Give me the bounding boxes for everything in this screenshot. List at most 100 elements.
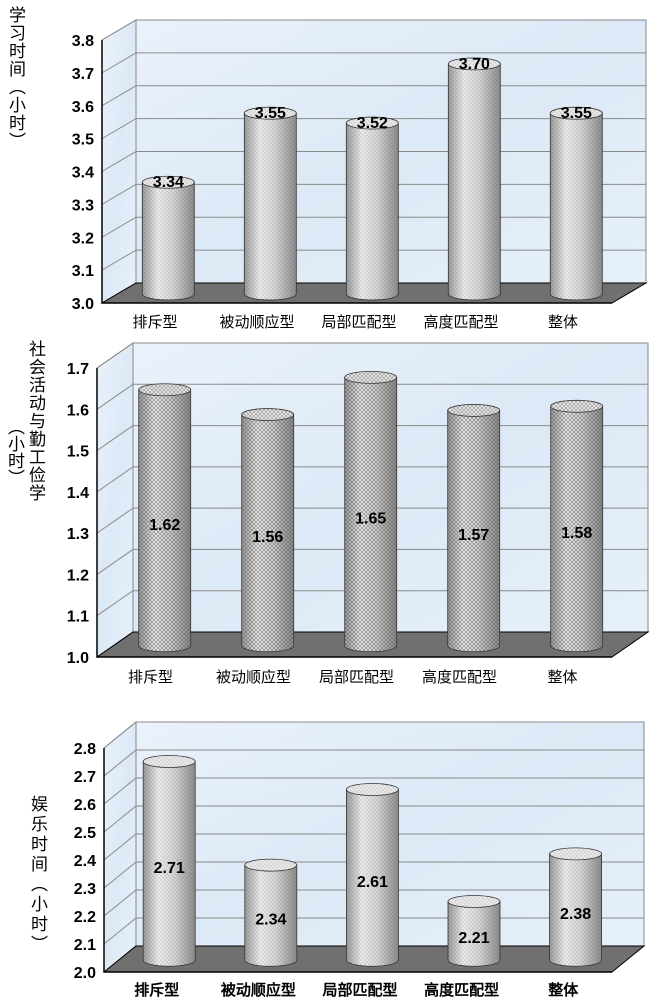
y-tick-label: 3.3 [72, 197, 94, 214]
bar [549, 847, 602, 967]
y-tick-label: 2.0 [74, 965, 96, 982]
y-tick-label: 2.5 [74, 825, 96, 842]
gridline [103, 721, 644, 749]
gridline [96, 383, 648, 410]
y-tick-label: 1.0 [67, 650, 89, 667]
data-label: 2.71 [154, 860, 185, 877]
bar-top-pattern [244, 107, 297, 120]
chart-canvas: 2.0 2.1 2.2 2.3 2.4 2.5 2.6 2.7 2.8 2.71 排斥型 2.34 被动… [74, 720, 646, 999]
y-axis-label: 娱乐时间（小时） [27, 795, 47, 955]
x-category-label: 排斥型 [134, 981, 179, 999]
y-tick-label: 1.5 [67, 444, 89, 461]
bar [241, 408, 295, 653]
bar-pattern [346, 123, 399, 300]
x-category-label: 被动顺应型 [216, 668, 291, 686]
data-label: 1.65 [355, 511, 386, 528]
x-category-label: 局部匹配型 [319, 668, 394, 686]
y-tick-label: 2.3 [74, 881, 96, 898]
bar-pattern [448, 901, 500, 967]
y-tick-label: 3.7 [72, 66, 94, 83]
bar-pattern [244, 865, 297, 967]
bar-top-pattern [138, 383, 191, 396]
gridline [103, 889, 644, 917]
data-label: 2.34 [255, 912, 286, 929]
bar [550, 399, 604, 653]
bar-pattern [549, 853, 602, 967]
bar-pattern [142, 182, 195, 300]
x-category-label: 局部匹配型 [321, 981, 397, 999]
data-label: 1.56 [252, 529, 283, 546]
chart-study-time: 学习时间（小时） 3.0 3.1 3.2 3.3 3.4 3.5 3.6 3.7 3.8 3.34… [0, 0, 652, 330]
y-tick-label: 1.4 [67, 485, 89, 502]
bar-pattern [138, 389, 191, 652]
bar [549, 106, 603, 301]
gridline [101, 19, 646, 41]
data-label: 2.38 [560, 906, 591, 923]
x-category-label: 高度匹配型 [423, 313, 498, 330]
bar [141, 175, 195, 301]
x-category-label: 高度匹配型 [424, 981, 499, 999]
bar [244, 858, 298, 967]
y-tick-label: 2.4 [74, 853, 96, 870]
y-tick-label: 2.8 [74, 741, 96, 758]
chart-canvas: 1.0 1.1 1.2 1.3 1.4 1.5 1.6 1.7 1.62 排斥型 1.56 被动顺应型… [67, 342, 650, 686]
gridline [103, 777, 644, 805]
bar [142, 755, 196, 967]
bar-top-pattern [241, 408, 294, 421]
x-category-label: 排斥型 [132, 313, 177, 330]
bar [345, 783, 399, 967]
bar-pattern [344, 377, 397, 652]
chart-canvas: 3.0 3.1 3.2 3.3 3.4 3.5 3.6 3.7 3.8 3.34 排斥型 3.55 被动… [72, 19, 648, 330]
x-category-label: 整体 [548, 981, 579, 999]
bar-top-pattern [550, 400, 603, 413]
y-axis-unit: （小时） [4, 418, 24, 486]
data-label: 1.57 [458, 527, 489, 544]
bar [447, 57, 501, 301]
bar-top-pattern [143, 755, 196, 768]
bar [447, 404, 501, 653]
gridline [103, 861, 644, 889]
y-axis-label: 社会活动与勤工俭学 [25, 340, 45, 502]
y-tick-label: 3.1 [72, 263, 94, 280]
bar-top-pattern [550, 107, 603, 120]
bar-pattern [550, 406, 603, 652]
y-tick-label: 1.1 [67, 609, 89, 626]
y-tick-label: 3.2 [72, 230, 94, 247]
bar [345, 116, 399, 301]
gridline [96, 342, 648, 369]
y-tick-label: 1.6 [67, 402, 89, 419]
y-tick-label: 2.2 [74, 909, 96, 926]
bar-pattern [550, 113, 603, 300]
chart-entertainment-time: 娱乐时间（小时） 2.0 2.1 2.2 2.3 2.4 2.5 2.6 2.7 2.8 2.71… [0, 695, 652, 1003]
bar [243, 106, 297, 301]
y-tick-label: 2.7 [74, 769, 96, 786]
bar [138, 383, 192, 653]
y-tick-label: 1.3 [67, 526, 89, 543]
y-tick-label: 1.2 [67, 567, 89, 584]
bar-pattern [346, 789, 399, 967]
bar-top-pattern [346, 117, 399, 130]
gridline [103, 805, 644, 833]
bar-top-pattern [447, 404, 500, 417]
data-label: 2.61 [357, 874, 388, 891]
x-category-label: 局部匹配型 [321, 313, 396, 330]
x-category-label: 整体 [548, 313, 578, 330]
data-label: 1.58 [561, 525, 592, 542]
y-tick-label: 3.8 [72, 33, 94, 50]
gridline [103, 833, 644, 861]
y-tick-label: 3.4 [72, 165, 94, 182]
bar-pattern [143, 761, 196, 967]
data-label: 1.62 [149, 517, 180, 534]
x-category-label: 整体 [547, 668, 577, 686]
bar-top-pattern [344, 371, 397, 384]
chart-social-activity: 社会活动与勤工俭学 （小时） 1.0 1.1 1.2 1.3 1.4 1.5 1.6 1.7 1… [0, 330, 652, 695]
bar-top-pattern [244, 859, 297, 872]
data-label: 3.52 [357, 115, 388, 132]
gridline [101, 52, 646, 74]
bar-pattern [448, 63, 501, 300]
data-label: 3.55 [561, 105, 592, 122]
y-tick-label: 3.6 [72, 99, 94, 116]
bar-top-pattern [448, 57, 501, 70]
y-tick-label: 2.1 [74, 937, 96, 954]
bar [344, 370, 398, 653]
